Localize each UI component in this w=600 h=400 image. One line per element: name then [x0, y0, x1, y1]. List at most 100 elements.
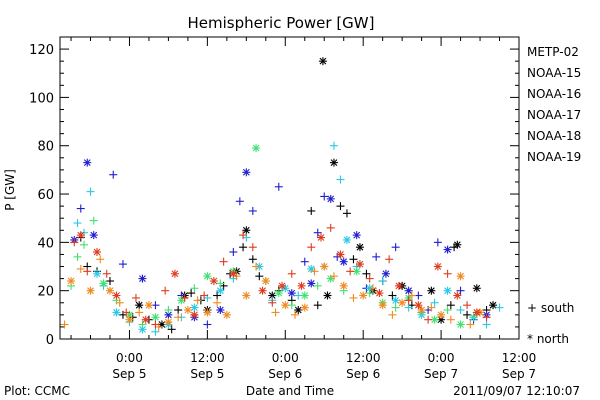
data-point [109, 170, 118, 179]
data-point [326, 194, 335, 203]
data-point [472, 284, 481, 293]
x-tick-label-date: Sep 7 [424, 367, 458, 381]
data-point [404, 296, 413, 305]
data-point [456, 272, 465, 281]
data-point [469, 313, 478, 322]
data-point [274, 182, 283, 191]
data-point [216, 286, 225, 295]
data-point [112, 308, 121, 317]
data-point [446, 315, 455, 324]
y-tick-label: 80 [37, 140, 54, 155]
data-point [122, 308, 131, 317]
data-point [83, 158, 92, 167]
data-point [174, 313, 183, 322]
x-tick-label-time: 12:00 [502, 351, 537, 365]
data-point [368, 284, 377, 293]
y-tick-label: 0 [46, 333, 54, 348]
data-point [329, 141, 338, 150]
data-point [242, 291, 251, 300]
x-tick-label-time: 0:00 [428, 351, 455, 365]
y-tick-label: 20 [37, 285, 54, 300]
data-point [261, 277, 270, 286]
data-point [118, 260, 127, 269]
data-point [76, 231, 85, 240]
data-point [144, 301, 153, 310]
data-point [76, 264, 85, 273]
data-point [326, 223, 335, 232]
data-point [362, 269, 371, 278]
data-point [287, 269, 296, 278]
data-point [248, 206, 257, 215]
data-point [93, 248, 102, 257]
data-point [463, 301, 472, 310]
data-point [209, 277, 218, 286]
data-point [138, 274, 147, 283]
data-point [86, 286, 95, 295]
data-point [307, 243, 316, 252]
data-point [489, 301, 498, 310]
y-tick-label: 100 [29, 91, 54, 106]
legend-entry: NOAA-18 [527, 129, 581, 143]
legend-entry: METP-02 [527, 45, 579, 59]
data-point [482, 320, 491, 329]
data-point [86, 187, 95, 196]
data-point [385, 255, 394, 264]
data-point [323, 291, 332, 300]
data-point [391, 296, 400, 305]
data-point [391, 243, 400, 252]
data-point [252, 262, 261, 271]
data-point [443, 286, 452, 295]
data-point [287, 289, 296, 298]
data-point [307, 279, 316, 288]
data-point [388, 310, 397, 319]
data-point [242, 168, 251, 177]
data-point [365, 274, 374, 283]
x-tick-label-time: 12:00 [190, 351, 225, 365]
data-point [352, 231, 361, 240]
plot-credit: Plot: CCMC [4, 384, 70, 398]
data-point [138, 320, 147, 329]
x-axis: 0:00 Sep 5 12:00 Sep 5 0:00 Sep 6 12:00 Sep 6 0:… [70, 37, 537, 381]
data-point [300, 303, 309, 312]
x-tick-label-date: Sep 5 [112, 367, 146, 381]
x-tick-label-date: Sep 5 [190, 367, 224, 381]
data-point [456, 320, 465, 329]
data-point [252, 144, 261, 153]
data-point [291, 310, 300, 319]
data-point [242, 226, 251, 235]
data-point [115, 298, 124, 307]
data-point [105, 277, 114, 286]
data-point [320, 192, 329, 201]
data-point [329, 272, 338, 281]
data-point [89, 216, 98, 225]
data-point [271, 308, 280, 317]
data-point [80, 240, 89, 249]
x-tick-label-time: 0:00 [272, 351, 299, 365]
data-point [391, 303, 400, 312]
data-point [235, 197, 244, 206]
data-point [316, 233, 325, 242]
data-point [336, 202, 345, 211]
data-point [310, 267, 319, 276]
data-point [216, 279, 225, 288]
data-point [219, 257, 228, 266]
data-point [187, 289, 196, 298]
data-point [427, 286, 436, 295]
data-point [73, 219, 82, 228]
data-point [300, 257, 309, 266]
data-point [482, 313, 491, 322]
data-point [320, 262, 329, 271]
data-point [339, 257, 348, 266]
data-point [443, 245, 452, 254]
data-point [200, 291, 209, 300]
data-point [378, 301, 387, 310]
data-point [404, 303, 413, 312]
data-point [248, 243, 257, 252]
data-point [404, 286, 413, 295]
data-point [135, 308, 144, 317]
data-point [183, 306, 192, 315]
data-point [407, 291, 416, 300]
data-point [443, 306, 452, 315]
data-point [193, 296, 202, 305]
data-point [349, 255, 358, 264]
